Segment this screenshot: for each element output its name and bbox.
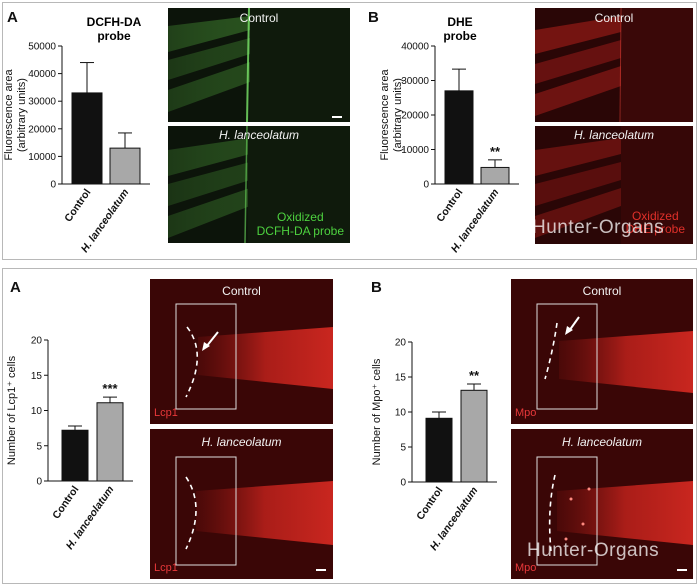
micrograph-mpo-treated: H. lanceolatum Mpo <box>511 429 693 579</box>
y-tick-label: 0 <box>36 477 42 488</box>
stain-label-mpo-treated: Mpo <box>515 562 537 574</box>
micrograph-lcp1-control: Control Lcp1 <box>150 279 333 424</box>
bar-treated <box>109 147 141 185</box>
y-tick-label: 20 <box>395 338 407 349</box>
micrograph-dcfh-treated-title: H. lanceolatum <box>218 128 300 142</box>
micrograph-dhe-treated-title: H. lanceolatum <box>573 128 655 142</box>
scale-bar <box>677 569 687 571</box>
micrograph-lcp1-treated-title: H. lanceolatum <box>201 435 282 449</box>
micrograph-dcfh-control-title: Control <box>239 11 279 25</box>
scale-bar <box>332 116 342 118</box>
y-axis-label: Number of Lcp1⁺ cells <box>6 355 18 465</box>
panel-letter-top-b: B <box>368 9 379 26</box>
micrograph-dhe-control: Control <box>535 8 693 122</box>
chart-title-dhe: DHE probe <box>410 15 510 43</box>
y-tick-label: 5 <box>36 441 42 452</box>
y-tick-label: 15 <box>395 373 407 384</box>
y-tick-label: 50000 <box>28 42 56 53</box>
chart-title-dcfh-line2: probe <box>97 29 131 43</box>
stain-label-lcp1-treated: Lcp1 <box>154 562 178 574</box>
category-label: Control <box>414 485 445 523</box>
y-tick-label: 20 <box>31 336 43 347</box>
y-tick-label: 0 <box>423 180 429 191</box>
chart-title-dcfh: DCFH-DA probe <box>64 15 164 43</box>
probe-label-dhe-line1: Oxidized <box>631 209 679 223</box>
y-tick-label: 10000 <box>401 145 429 156</box>
significance-marker: ** <box>469 368 480 383</box>
y-axis-label: Number of Mpo⁺ cells <box>371 358 383 465</box>
bar-control <box>71 92 103 185</box>
bar-control <box>61 429 89 482</box>
y-tick-label: 10000 <box>28 152 56 163</box>
stain-label-lcp1-control: Lcp1 <box>154 407 178 419</box>
micrograph-lcp1-treated: H. lanceolatum Lcp1 <box>150 429 333 579</box>
chart-title-dhe-line2: probe <box>443 29 477 43</box>
watermark-top: Hunter-Organs <box>532 217 665 238</box>
y-tick-label: 30000 <box>28 97 56 108</box>
watermark-bottom: Hunter-Organs <box>527 540 660 561</box>
panel-letter-bottom-a: A <box>10 279 21 296</box>
y-axis-label-line1: Fluorescence area <box>3 69 15 161</box>
y-tick-label: 20000 <box>401 111 429 122</box>
y-tick-label: 15 <box>31 371 43 382</box>
micrograph-lcp1-control-title: Control <box>222 284 261 298</box>
probe-label-dcfh: Oxidized DCFH-DA probe <box>257 210 344 238</box>
y-tick-label: 30000 <box>401 76 429 87</box>
micrograph-mpo-control: Control Mpo <box>511 279 693 424</box>
bar-control <box>444 90 474 185</box>
chart-title-dcfh-line1: DCFH-DA <box>86 15 142 29</box>
stain-label-mpo-control: Mpo <box>515 407 537 419</box>
significance-marker: *** <box>102 381 118 396</box>
micrograph-dcfh-control: Control <box>168 8 350 122</box>
probe-label-dcfh-line1: Oxidized <box>276 210 324 224</box>
micrograph-mpo-treated-title: H. lanceolatum <box>561 435 643 449</box>
y-tick-label: 40000 <box>401 42 429 53</box>
y-axis-label-line2: (arbitrary units) <box>392 78 404 152</box>
y-tick-label: 40000 <box>28 69 56 80</box>
micrograph-dhe-control-title: Control <box>594 11 634 25</box>
panel-letter-top-a: A <box>7 9 18 26</box>
probe-label-dhe: Oxidized DHE probe <box>626 210 685 236</box>
chart-title-dhe-line1: DHE <box>447 15 473 29</box>
y-tick-label: 5 <box>400 443 406 454</box>
significance-marker: ** <box>490 144 501 159</box>
bar-treated <box>96 402 124 482</box>
micrograph-mpo-control-title: Control <box>582 284 622 298</box>
y-tick-label: 10 <box>395 408 407 419</box>
probe-label-dhe-line2: DHE probe <box>625 222 685 236</box>
bar-control <box>425 417 453 483</box>
bar-treated <box>460 389 488 483</box>
y-tick-label: 20000 <box>28 124 56 135</box>
y-tick-label: 10 <box>31 406 43 417</box>
scale-bar <box>316 569 326 571</box>
panel-letter-bottom-b: B <box>371 279 382 296</box>
micrograph-dhe-treated: H. lanceolatum Oxidized DHE probe <box>535 126 693 244</box>
y-tick-label: 0 <box>50 180 56 191</box>
probe-label-dcfh-line2: DCFH-DA probe <box>256 224 344 238</box>
y-axis-label-line1: Fluorescence area <box>379 69 391 161</box>
y-tick-label: 0 <box>400 478 406 489</box>
y-axis-label-line2: (arbitrary units) <box>16 78 28 152</box>
micrograph-dcfh-treated: H. lanceolatum Oxidized DCFH-DA probe <box>168 126 350 243</box>
